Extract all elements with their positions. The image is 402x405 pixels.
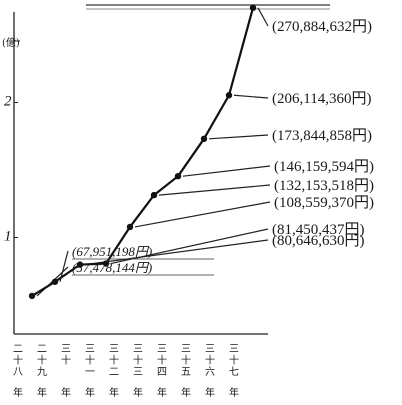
x-tick-char: 四 (157, 367, 167, 378)
x-tick-char: 八 (13, 367, 23, 378)
data-label-leader (257, 7, 269, 27)
x-tick-char: 二 (109, 367, 119, 378)
x-tick-char: 十 (181, 354, 191, 367)
axes: (億) 1 2 (2, 12, 268, 335)
data-label-leader (158, 184, 271, 196)
x-tick-char: 七 (229, 366, 239, 378)
data-point (150, 191, 158, 199)
data-label: (270,884,632円) (272, 19, 372, 35)
x-tick-char: 五 (181, 367, 191, 378)
data-label-leader (208, 134, 269, 140)
y-tick-label: 1 (4, 229, 12, 245)
x-tick-char: 十 (37, 354, 47, 367)
data-label: (81,450,437円) (272, 222, 365, 238)
x-tick-char: 年 (157, 386, 167, 399)
data-label: (67,951,198円) (72, 244, 152, 259)
x-tick-char: 年 (229, 386, 239, 399)
x-tick-char: 六 (205, 366, 215, 378)
data-labels: (57,478,144円)(67,951,198円)(80,646,630円)(… (72, 19, 374, 276)
y-unit-label: (億) (2, 36, 20, 49)
data-label-leader (84, 239, 269, 266)
x-tick-char: 三 (109, 344, 119, 355)
data-point (76, 261, 84, 268)
x-tick-char: 三 (157, 344, 167, 355)
annotation-leaders (36, 7, 271, 297)
data-point (28, 292, 36, 300)
x-tick-char: 十 (157, 354, 167, 367)
data-point (200, 135, 208, 143)
data-point (51, 278, 59, 285)
data-label-leader (182, 165, 271, 177)
x-tick-char: 年 (109, 386, 119, 399)
data-point (102, 260, 110, 267)
x-tick-char: 十 (205, 354, 215, 367)
x-tick-char: 年 (85, 386, 95, 399)
x-tick-char: 三 (133, 344, 143, 355)
x-tick-char: 十 (61, 354, 71, 367)
data-label: (146,159,594円) (274, 159, 374, 175)
x-tick-char: 年 (181, 386, 191, 399)
x-tick-label: 三十年 (61, 344, 71, 399)
data-point (126, 223, 134, 231)
y-tick-label: 2 (4, 94, 12, 110)
x-tick-char: 三 (85, 344, 95, 355)
x-tick-char: 九 (37, 366, 47, 378)
data-label-leader (134, 201, 271, 228)
data-point (249, 4, 257, 12)
data-points (28, 4, 257, 300)
series-line (31, 7, 255, 297)
x-tick-char: 二 (13, 344, 23, 355)
data-label: (108,559,370円) (274, 195, 374, 211)
x-tick-char: 二 (37, 344, 47, 355)
x-tick-char: 十 (229, 354, 239, 367)
data-label: (173,844,858円) (272, 128, 372, 144)
x-tick-char: 十 (133, 354, 143, 367)
x-tick-char: 年 (205, 386, 215, 399)
x-tick-char: 年 (133, 386, 143, 399)
data-label-leader (110, 228, 269, 265)
x-tick-char: 三 (61, 344, 71, 355)
x-tick-char: 年 (37, 386, 47, 399)
x-tick-char: 三 (229, 344, 239, 355)
data-label-leader (233, 94, 269, 99)
data-label: (132,153,518円) (274, 178, 374, 194)
series-path (31, 7, 255, 297)
data-label: (80,646,630円) (272, 233, 365, 249)
x-tick-char: 十 (85, 354, 95, 367)
data-point (174, 172, 182, 180)
x-tick-char: 三 (205, 344, 215, 355)
data-label: (206,114,360円) (272, 91, 371, 107)
data-label: (57,478,144円) (72, 260, 152, 275)
x-tick-char: 十 (109, 354, 119, 367)
x-tick-char: 年 (13, 386, 23, 399)
x-tick-char: 一 (85, 367, 95, 378)
data-point (225, 92, 233, 99)
x-tick-char: 年 (61, 386, 71, 399)
x-tick-char: 三 (181, 344, 191, 355)
x-tick-char: 三 (133, 367, 143, 378)
x-tick-char: 十 (13, 354, 23, 367)
